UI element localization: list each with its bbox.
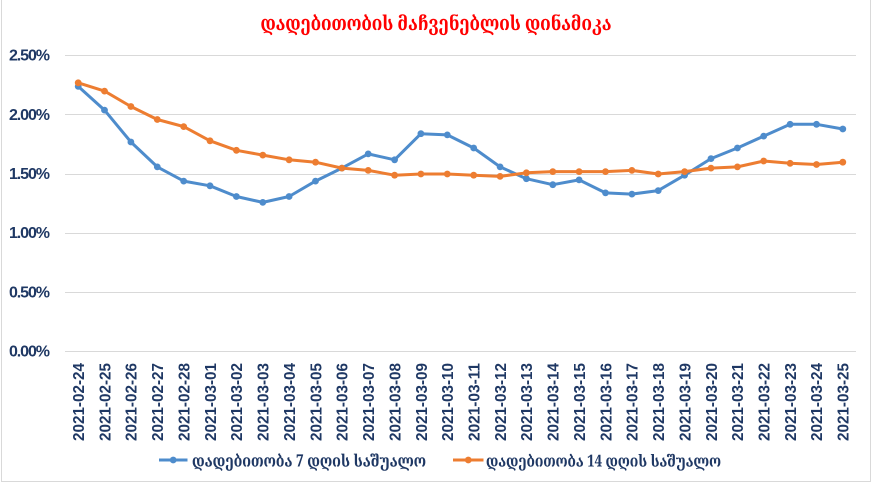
svg-text:2021-03-01: 2021-03-01 <box>203 363 220 441</box>
svg-text:2021-03-11: 2021-03-11 <box>467 363 484 441</box>
svg-text:2021-03-03: 2021-03-03 <box>256 363 273 441</box>
svg-text:2021-03-20: 2021-03-20 <box>704 363 721 441</box>
svg-text:1.00%: 1.00% <box>9 225 50 242</box>
svg-text:2021-03-23: 2021-03-23 <box>783 363 800 441</box>
svg-text:2021-03-14: 2021-03-14 <box>546 363 563 441</box>
svg-text:2021-03-18: 2021-03-18 <box>651 363 668 441</box>
svg-text:2021-03-22: 2021-03-22 <box>757 363 774 441</box>
svg-text:2021-03-25: 2021-03-25 <box>836 363 853 441</box>
svg-text:2021-03-10: 2021-03-10 <box>440 363 457 441</box>
svg-text:2021-03-04: 2021-03-04 <box>282 363 299 441</box>
svg-text:2021-02-25: 2021-02-25 <box>97 363 114 441</box>
svg-text:2021-03-06: 2021-03-06 <box>335 363 352 441</box>
svg-text:2.00%: 2.00% <box>9 107 50 124</box>
svg-text:2.50%: 2.50% <box>9 48 50 65</box>
svg-text:2021-03-05: 2021-03-05 <box>308 363 325 441</box>
svg-text:2021-03-07: 2021-03-07 <box>361 363 378 441</box>
svg-text:2021-03-13: 2021-03-13 <box>519 363 536 441</box>
svg-text:2021-03-21: 2021-03-21 <box>730 363 747 441</box>
svg-text:2021-03-12: 2021-03-12 <box>493 363 510 441</box>
svg-text:2021-02-24: 2021-02-24 <box>71 363 88 441</box>
svg-text:0.50%: 0.50% <box>9 284 50 301</box>
svg-text:2021-03-08: 2021-03-08 <box>387 363 404 441</box>
svg-text:2021-03-09: 2021-03-09 <box>414 363 431 441</box>
svg-text:2021-03-17: 2021-03-17 <box>625 363 642 441</box>
svg-text:2021-02-26: 2021-02-26 <box>124 363 141 441</box>
svg-text:2021-03-16: 2021-03-16 <box>598 363 615 441</box>
svg-text:2021-03-19: 2021-03-19 <box>677 363 694 441</box>
svg-text:2021-03-24: 2021-03-24 <box>809 363 826 441</box>
svg-text:0.00%: 0.00% <box>9 344 50 361</box>
svg-text:2021-02-28: 2021-02-28 <box>177 363 194 441</box>
svg-text:2021-03-15: 2021-03-15 <box>572 363 589 441</box>
svg-text:2021-02-27: 2021-02-27 <box>150 363 167 441</box>
svg-text:2021-03-02: 2021-03-02 <box>229 363 246 441</box>
svg-text:1.50%: 1.50% <box>9 166 50 183</box>
